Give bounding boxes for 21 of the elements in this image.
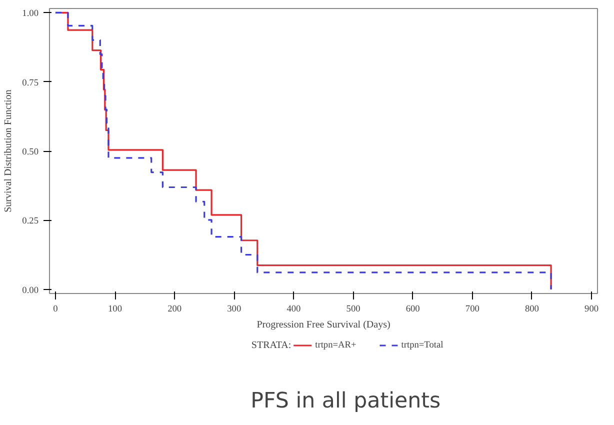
y-tick-label: 0.50 <box>22 148 39 158</box>
x-tick-label: 300 <box>227 304 242 314</box>
x-tick-label: 200 <box>168 304 182 314</box>
legend-title: STRATA: <box>251 340 292 351</box>
legend-label: trtpn=AR+ <box>315 340 356 350</box>
x-tick-label: 800 <box>524 304 540 314</box>
y-tick-label: 0.25 <box>22 216 39 227</box>
x-tick-label: 400 <box>286 304 302 314</box>
y-tick-label: 1.00 <box>22 9 39 20</box>
legend-label: trtpn=Total <box>401 340 444 350</box>
x-tick-label: 600 <box>406 304 420 314</box>
x-tick-label: 700 <box>465 304 480 314</box>
x-tick-label: 900 <box>584 304 599 314</box>
x-tick-label: 500 <box>346 304 361 314</box>
text: PFS in all patients <box>250 388 441 414</box>
x-tick-label: 100 <box>108 304 122 314</box>
x-axis-title: Progression Free Survival (Days) <box>256 320 390 330</box>
y-axis-title: Survival Distribution Function <box>3 90 14 212</box>
y-tick-label: 0.75 <box>22 78 39 88</box>
y-tick-label: 0.00 <box>22 286 39 296</box>
x-tick-label: 0 <box>53 304 58 314</box>
